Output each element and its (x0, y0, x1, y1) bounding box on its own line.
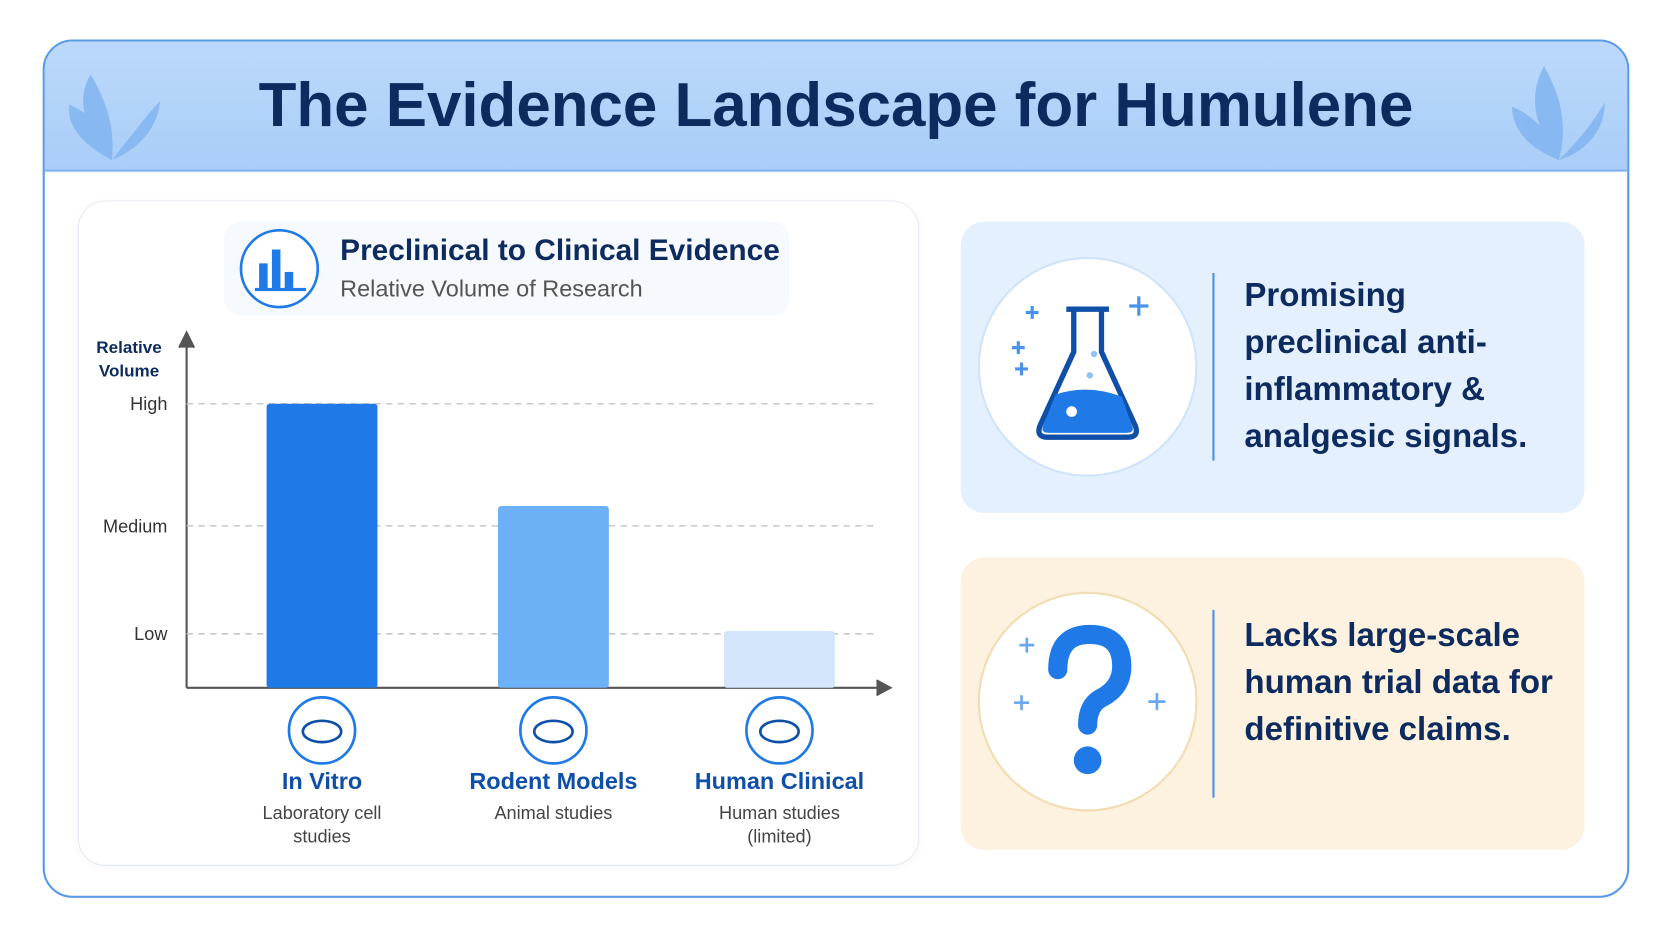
flask-icon (1011, 296, 1149, 440)
y-tick-label: Low (134, 624, 168, 644)
y-tick-label: Medium (103, 516, 167, 536)
chart-icon-bars (254, 249, 307, 292)
x-tick-label: Human Clinical (694, 767, 865, 795)
bar (724, 630, 835, 688)
category-description: Laboratory cell studies (262, 802, 382, 847)
bar (266, 403, 378, 688)
card-text: Lacks large-scale human trial data for d… (1244, 616, 1553, 748)
header-band (44, 41, 1628, 172)
category-icon (745, 696, 814, 765)
category-icon-glyph (758, 719, 800, 744)
y-axis-label: Relative Volume (96, 339, 162, 381)
question-icon (1014, 624, 1166, 775)
chart-title: Preclinical to Clinical Evidence (340, 233, 780, 267)
category-icon (287, 696, 357, 765)
card-text: Promising preclinical anti-inflammatory … (1244, 276, 1528, 455)
category-icon (519, 696, 588, 765)
x-tick-label: In Vitro (281, 767, 363, 795)
y-tick-label: High (130, 394, 167, 414)
icon-circle (977, 256, 1198, 477)
leaf-decor (68, 66, 1605, 160)
page-title: The Evidence Landscape for Humulene (258, 70, 1414, 140)
chart-subtitle: Relative Volume of Research (340, 275, 643, 302)
x-tick-label: Rodent Models (469, 767, 638, 795)
category-description: Animal studies (494, 802, 613, 824)
bar (497, 505, 609, 688)
category-icon-glyph (532, 719, 574, 744)
category-icon-glyph (301, 719, 343, 744)
category-description: Human studies (limited) (719, 802, 840, 847)
